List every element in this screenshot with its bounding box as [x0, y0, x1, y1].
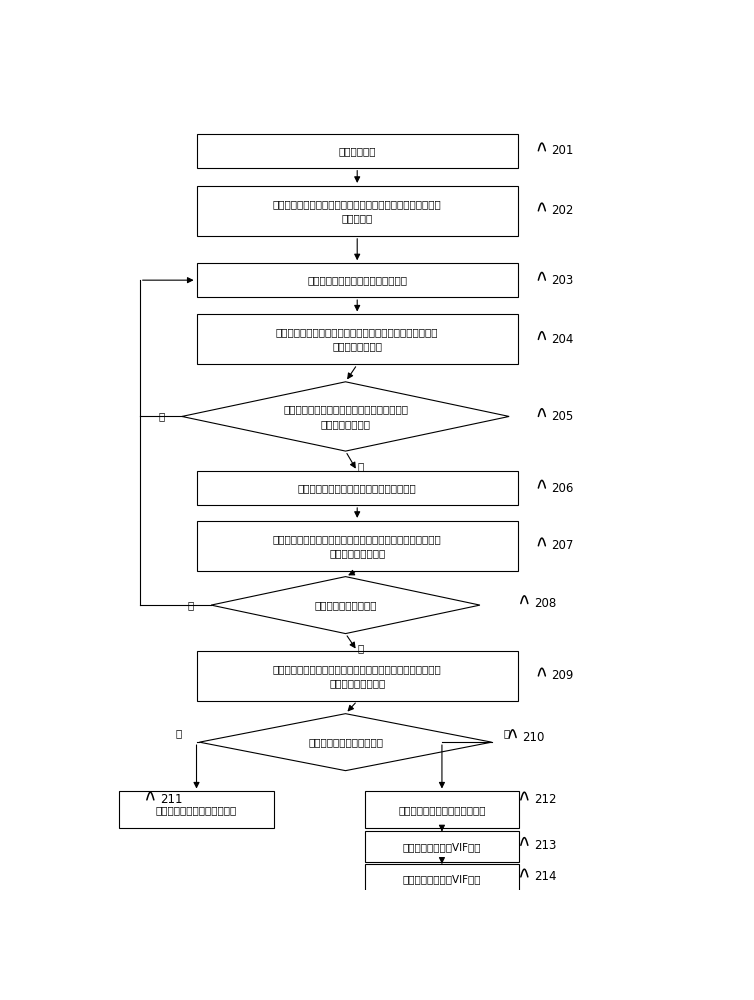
Text: 的视频数据: 的视频数据	[342, 213, 372, 223]
Text: 依次将预设帧数的图像信息中相邻的两帧图像信息差分获取: 依次将预设帧数的图像信息中相邻的两帧图像信息差分获取	[276, 328, 439, 338]
Bar	[197, 186, 518, 236]
Text: 213: 213	[534, 839, 556, 852]
Text: 206: 206	[551, 482, 574, 495]
Text: 204: 204	[551, 333, 574, 346]
Text: 判断测试时间是否到达: 判断测试时间是否到达	[314, 600, 377, 610]
Text: 确定电视机的图文灵敏度合格: 确定电视机的图文灵敏度合格	[156, 805, 238, 815]
Text: 是: 是	[357, 461, 363, 471]
Text: 取第一差分图像信息: 取第一差分图像信息	[329, 548, 385, 558]
Text: 是: 是	[357, 644, 363, 654]
Text: 否: 否	[504, 728, 510, 738]
Bar	[197, 263, 518, 297]
Text: 小于第一预设阈值: 小于第一预设阈值	[320, 419, 370, 429]
Text: 202: 202	[551, 204, 574, 217]
Text: 差分图像信息的比例: 差分图像信息的比例	[329, 678, 385, 688]
Text: 判断比例是否大于预设比例: 判断比例是否大于预设比例	[308, 737, 383, 747]
Text: 统计第一差分图像信息中像素值之和小于第二预设阈值的第一: 统计第一差分图像信息中像素值之和小于第二预设阈值的第一	[273, 664, 442, 674]
Text: 208: 208	[534, 597, 556, 610]
Text: 否: 否	[158, 411, 164, 421]
Bar	[197, 314, 518, 364]
Text: 211: 211	[160, 793, 182, 806]
Bar	[197, 521, 518, 571]
Polygon shape	[182, 382, 509, 451]
Text: 获取电视机板卡的VIF参数: 获取电视机板卡的VIF参数	[403, 842, 481, 852]
Bar	[197, 651, 518, 701]
Polygon shape	[199, 714, 492, 771]
Text: 设置测试时间: 设置测试时间	[339, 146, 376, 156]
Text: 210: 210	[522, 731, 544, 744]
Text: 获取视频数据中预设帧数的图像信息: 获取视频数据中预设帧数的图像信息	[307, 275, 407, 285]
Text: 203: 203	[551, 274, 574, 287]
Text: 第二差分图像信息: 第二差分图像信息	[333, 341, 382, 351]
Text: 采集电视机接收携带有测试图文的电视信号后显示测试图文时: 采集电视机接收携带有测试图文的电视信号后显示测试图文时	[273, 199, 442, 209]
Bar	[364, 864, 520, 895]
Text: 205: 205	[551, 410, 574, 423]
Text: 209: 209	[551, 669, 574, 682]
Text: 214: 214	[534, 870, 556, 883]
Text: 否: 否	[187, 600, 194, 610]
Polygon shape	[211, 577, 480, 634]
Bar	[197, 134, 518, 168]
Bar	[197, 471, 518, 505]
Text: 207: 207	[551, 539, 574, 552]
Bar	[364, 791, 520, 828]
Bar	[364, 831, 520, 862]
Text: 保存预设帧数的图像信息中的目标图像信息: 保存预设帧数的图像信息中的目标图像信息	[298, 483, 416, 493]
Text: 确定电视机的图文灵敏度不合格: 确定电视机的图文灵敏度不合格	[398, 805, 486, 815]
Text: 212: 212	[534, 793, 556, 806]
Text: 201: 201	[551, 144, 574, 157]
Text: 是: 是	[176, 728, 182, 738]
Text: 判断各第二差分图像信息中像素值之和是否均: 判断各第二差分图像信息中像素值之和是否均	[283, 404, 408, 414]
Text: 通过预设算法调节VIF参数: 通过预设算法调节VIF参数	[403, 874, 481, 884]
Text: 将目标图像信息与保存的测试图文对应的标准图像信息差分获: 将目标图像信息与保存的测试图文对应的标准图像信息差分获	[273, 534, 442, 544]
Bar	[119, 791, 274, 828]
